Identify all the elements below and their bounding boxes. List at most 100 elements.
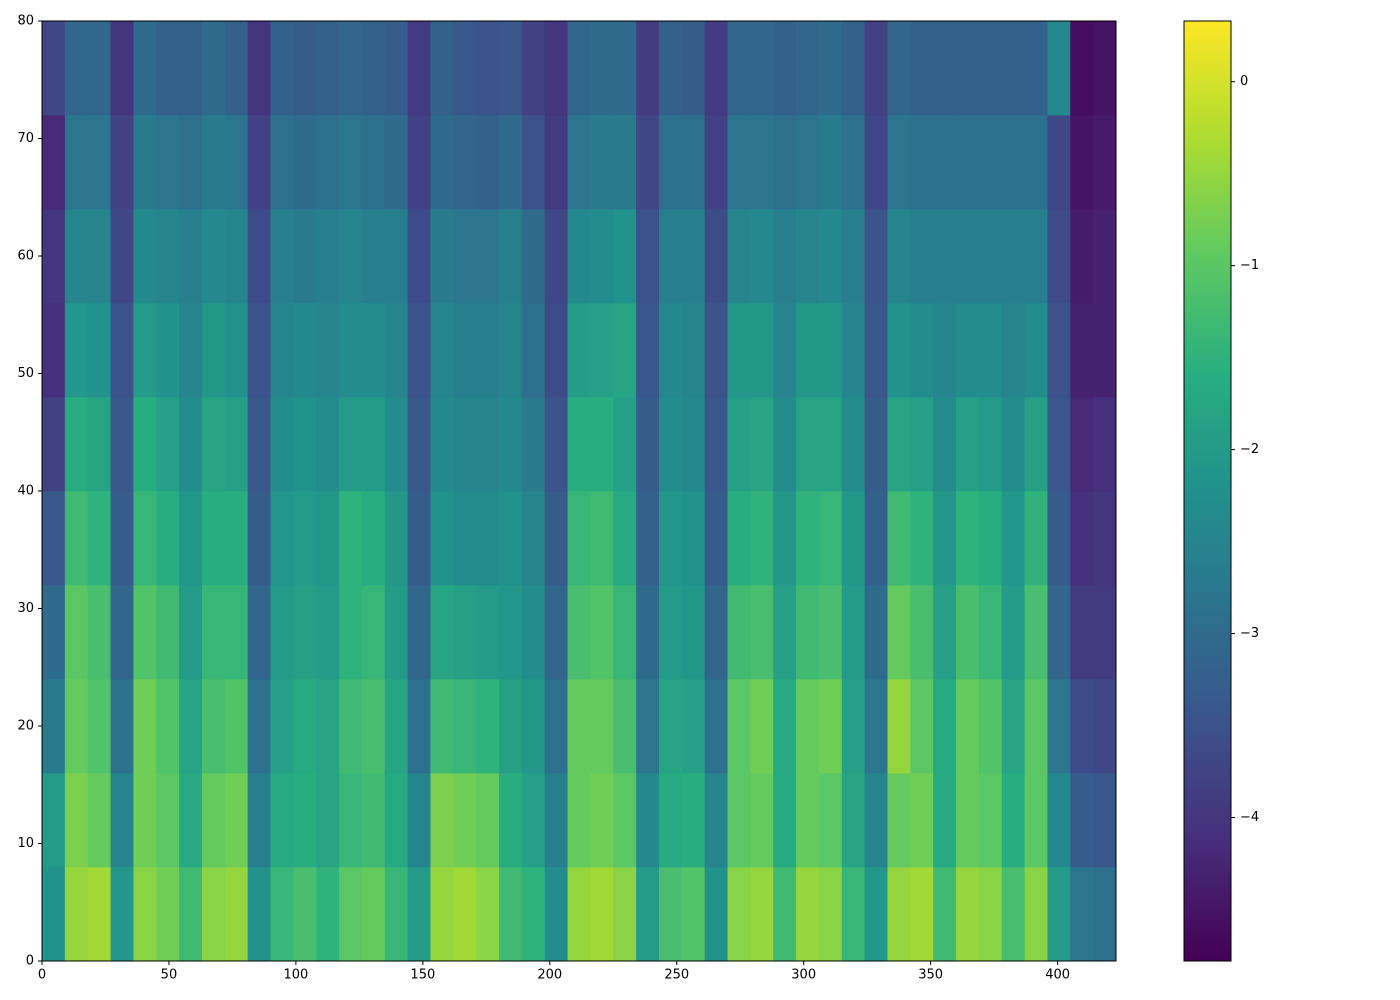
heatmap-cell — [567, 115, 591, 210]
heatmap-cell — [956, 21, 980, 116]
heatmap-cell — [613, 585, 637, 680]
heatmap-cell — [87, 585, 111, 680]
heatmap-cell — [818, 585, 843, 680]
heatmap-cell — [430, 209, 454, 304]
heatmap-cell — [841, 585, 866, 680]
heatmap-cell — [636, 397, 660, 492]
heatmap-cell — [407, 867, 431, 962]
heatmap-cell — [933, 303, 957, 398]
heatmap-cell — [796, 679, 820, 774]
heatmap-cell — [87, 773, 111, 868]
heatmap-cell — [681, 679, 706, 774]
heatmap-cell — [933, 397, 957, 492]
heatmap-cell — [476, 773, 500, 868]
heatmap-cell — [796, 491, 820, 586]
heatmap-cell — [956, 491, 980, 586]
heatmap-cell — [133, 303, 157, 398]
heatmap-cell — [476, 679, 500, 774]
heatmap-cell — [978, 21, 1003, 116]
heatmap-cell — [133, 397, 157, 492]
heatmap-cell — [658, 303, 683, 398]
heatmap-cell — [613, 679, 637, 774]
heatmap-cell — [521, 491, 546, 586]
heatmap-cell — [499, 397, 523, 492]
heatmap-cell — [887, 585, 911, 680]
heatmap-cell — [933, 585, 957, 680]
y-tick-label: 30 — [17, 601, 34, 616]
heatmap-cell — [841, 397, 866, 492]
heatmap-cell — [339, 21, 363, 116]
heatmap-cell — [910, 773, 934, 868]
heatmap-cell — [224, 491, 249, 586]
heatmap-cell — [201, 303, 226, 398]
heatmap-cell — [384, 679, 409, 774]
heatmap-cell — [476, 209, 500, 304]
heatmap-cell — [110, 397, 134, 492]
heatmap-cell — [156, 115, 180, 210]
heatmap-cell — [270, 867, 294, 962]
heatmap-cell — [727, 303, 751, 398]
heatmap-cell — [1093, 679, 1117, 774]
heatmap-cell — [956, 115, 980, 210]
heatmap-cell — [453, 21, 477, 116]
heatmap-cell — [978, 397, 1003, 492]
heatmap-cell — [933, 773, 957, 868]
heatmap-cell — [567, 209, 591, 304]
heatmap-cell — [796, 773, 820, 868]
heatmap-cell — [590, 773, 614, 868]
heatmap-cell — [293, 303, 317, 398]
heatmap-cell — [361, 21, 386, 116]
heatmap-cell — [133, 867, 157, 962]
heatmap-cell — [453, 585, 477, 680]
heatmap-cell — [384, 115, 409, 210]
heatmap-cell — [179, 585, 203, 680]
heatmap-cell — [64, 303, 89, 398]
heatmap-cell — [567, 491, 591, 586]
heatmap-cell — [1024, 115, 1048, 210]
heatmap-cell — [796, 209, 820, 304]
heatmap-cell — [156, 397, 180, 492]
heatmap-cell — [64, 209, 89, 304]
heatmap-cell — [978, 585, 1003, 680]
heatmap-cell — [818, 679, 843, 774]
heatmap-cell — [956, 209, 980, 304]
heatmap-cell — [613, 209, 637, 304]
heatmap-cell — [956, 773, 980, 868]
heatmap-cell — [933, 491, 957, 586]
heatmap-cell — [521, 867, 546, 962]
heatmap-cell — [133, 21, 157, 116]
x-tick-label: 200 — [537, 968, 562, 983]
heatmap-cell — [1070, 585, 1094, 680]
heatmap-cell — [270, 585, 294, 680]
heatmap-cell — [864, 303, 888, 398]
heatmap-cell — [1047, 303, 1071, 398]
heatmap-cell — [201, 867, 226, 962]
heatmap-cell — [658, 21, 683, 116]
heatmap-cell — [110, 585, 134, 680]
heatmap-cell — [110, 115, 134, 210]
heatmap-cell — [567, 773, 591, 868]
heatmap-cell — [110, 21, 134, 116]
heatmap-cell — [430, 303, 454, 398]
heatmap-cell — [224, 585, 249, 680]
heatmap-cell — [42, 867, 66, 962]
heatmap-cell — [1024, 773, 1048, 868]
heatmap-cell — [887, 491, 911, 586]
heatmap-cell — [247, 209, 271, 304]
heatmap-cell — [430, 867, 454, 962]
heatmap-cell — [453, 209, 477, 304]
heatmap-cell — [339, 491, 363, 586]
heatmap-cell — [887, 303, 911, 398]
heatmap-cell — [87, 491, 111, 586]
heatmap-cell — [727, 585, 751, 680]
heatmap-cell — [156, 585, 180, 680]
heatmap-cell — [727, 397, 751, 492]
heatmap-cell — [681, 773, 706, 868]
heatmap-cell — [133, 115, 157, 210]
heatmap-cell — [156, 867, 180, 962]
heatmap-cell — [704, 303, 728, 398]
x-tick-label: 350 — [918, 968, 943, 983]
heatmap-cell — [704, 397, 728, 492]
heatmap-cell — [1093, 491, 1117, 586]
heatmap-cell — [521, 679, 546, 774]
